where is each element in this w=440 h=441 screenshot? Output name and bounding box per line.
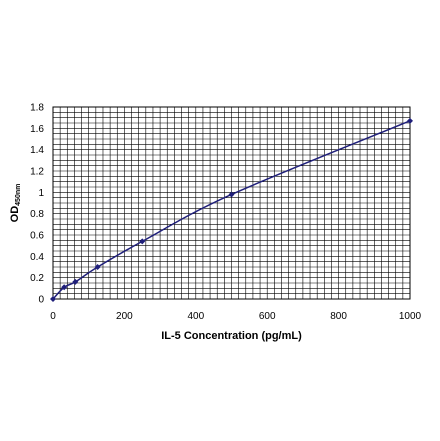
- y-axis-title-subscript: 450nm: [15, 184, 22, 206]
- y-tick-label: 0.2: [30, 273, 44, 284]
- x-tick-label: 400: [187, 311, 204, 322]
- data-point-marker: [228, 191, 235, 198]
- y-tick-label: 1.6: [30, 124, 44, 135]
- data-point-marker: [407, 117, 413, 124]
- x-tick-label: 0: [50, 311, 56, 322]
- plot-area-frame: [52, 106, 411, 300]
- x-tick-label: 800: [330, 311, 347, 322]
- y-axis-title-main: OD: [9, 206, 21, 223]
- x-tick-label: 200: [116, 311, 133, 322]
- y-tick-label: 1.4: [30, 145, 44, 156]
- data-point-marker: [72, 278, 79, 285]
- data-point-marker: [61, 284, 68, 291]
- y-tick-label: 0: [38, 295, 44, 306]
- y-tick-label: 0.6: [30, 231, 44, 242]
- x-tick-label: 600: [259, 311, 276, 322]
- series-layer: [50, 117, 413, 302]
- data-point-marker: [139, 238, 146, 245]
- data-point-marker: [50, 296, 56, 302]
- y-tick-label: 0.8: [30, 209, 44, 220]
- y-tick-label: 1: [38, 188, 44, 199]
- x-axis-title: IL-5 Concentration (pg/mL): [161, 330, 302, 342]
- y-tick-label: 0.4: [30, 252, 44, 263]
- x-tick-label: 1000: [399, 311, 422, 322]
- grid-layer: [53, 107, 410, 299]
- data-point-marker: [94, 264, 101, 270]
- y-axis-title: OD450nm: [9, 184, 22, 223]
- tick-labels: 0 200 400 600 800 1000 0 0.2 0.4 0.6 0.8 1 1.2 1.4 1.6…: [30, 103, 421, 323]
- y-tick-label: 1.2: [30, 167, 44, 178]
- y-tick-label: 1.8: [30, 103, 44, 114]
